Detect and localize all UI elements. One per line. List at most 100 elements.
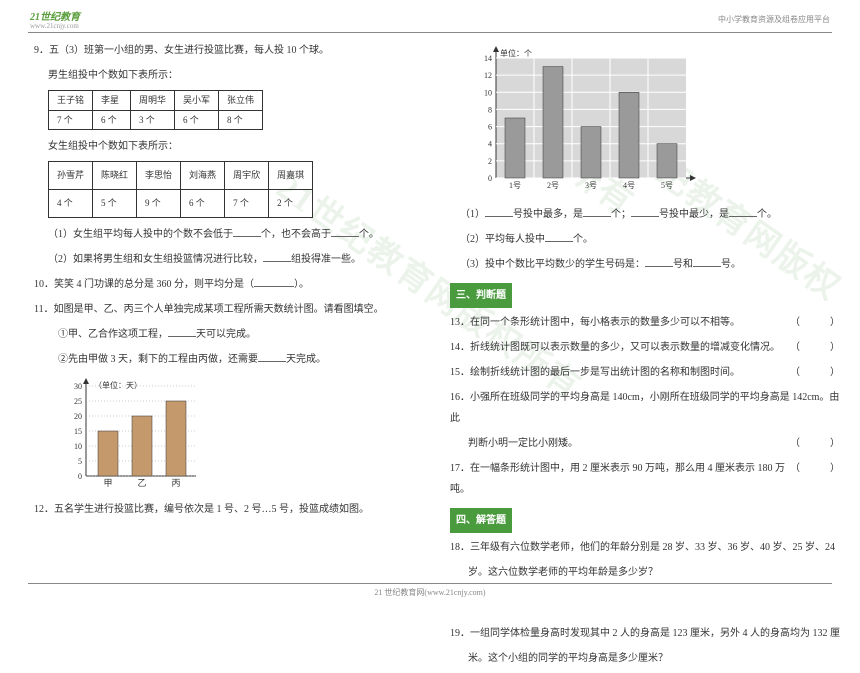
blank[interactable] xyxy=(168,327,196,337)
text: （1）女生组平均每人投中的个数不会低于 xyxy=(48,229,233,240)
r3: （3）投中个数比平均数少的学生号码是：号和号。 xyxy=(460,254,840,275)
q18b: 岁。这六位数学老师的平均年龄是多少岁？ xyxy=(468,562,840,583)
svg-text:12: 12 xyxy=(484,71,492,80)
q16: 16．小强所在班级同学的平均身高是 140cm，小刚所在班级同学的平均身高是 1… xyxy=(450,387,840,429)
cell: 周明华 xyxy=(131,91,175,111)
judge-paren[interactable]: （ ） xyxy=(790,362,840,383)
blank[interactable] xyxy=(583,207,611,217)
svg-text:乙: 乙 xyxy=(137,478,146,488)
q11-num: 11． xyxy=(34,304,54,315)
q12-num: 12． xyxy=(34,504,54,515)
q13: 13．在同一个条形统计图中，每小格表示的数量多少可以不相等。 （ ） xyxy=(450,312,840,333)
blank[interactable] xyxy=(645,257,673,267)
q-text: 判断小明一定比小刚矮。 xyxy=(468,433,578,454)
q10-num: 10． xyxy=(34,279,54,290)
text: 个，也不会高于 xyxy=(261,229,331,240)
text: 号投中最少，是 xyxy=(659,209,729,220)
cell: 7 个 xyxy=(49,110,93,130)
q10: 10．笑笑 4 门功课的总分是 360 分，则平均分是（ ）。 xyxy=(34,274,424,295)
q-text: 折线统计图既可以表示数量的多少，又可以表示数量的增减变化情况。 xyxy=(470,342,780,353)
cell: 8 个 xyxy=(219,110,263,130)
blank[interactable] xyxy=(233,227,261,237)
svg-text:4号: 4号 xyxy=(623,181,635,190)
q-num: 18． xyxy=(450,542,470,553)
text: ）。 xyxy=(294,279,309,290)
q15: 15．绘制折线统计图的最后一步是写出统计图的名称和制图时间。 （ ） xyxy=(450,362,840,383)
q12-text: 五名学生进行投篮比赛，编号依次是 1 号、2 号…5 号，投篮成绩如图。 xyxy=(54,504,369,515)
svg-text:0: 0 xyxy=(78,472,82,481)
svg-text:8: 8 xyxy=(488,105,492,114)
cell: 9 个 xyxy=(137,190,181,218)
q19b: 米。这个小组的同学的平均身高是多少厘米？ xyxy=(468,648,840,669)
blank[interactable] xyxy=(258,352,286,362)
cell: 6 个 xyxy=(175,110,219,130)
svg-text:5号: 5号 xyxy=(661,181,673,190)
svg-text:（单位：天）: （单位：天） xyxy=(94,380,142,390)
r1: （1）号投中最多，是个；号投中最少，是个。 xyxy=(460,204,840,225)
judge-paren[interactable]: （ ） xyxy=(790,458,840,500)
svg-text:3号: 3号 xyxy=(585,181,597,190)
header-right-text: 中小学教育资源及组卷应用平台 xyxy=(718,14,830,25)
blank[interactable] xyxy=(729,207,757,217)
blank[interactable] xyxy=(545,232,573,242)
svg-text:0: 0 xyxy=(488,174,492,183)
q10-text: 笑笑 4 门功课的总分是 360 分，则平均分是（ xyxy=(54,279,254,290)
q16b: 判断小明一定比小刚矮。 （ ） xyxy=(468,433,840,454)
blank[interactable] xyxy=(693,257,721,267)
cell: 6 个 xyxy=(181,190,225,218)
text: ②先由甲做 3 天，剩下的工程由丙做，还需要 xyxy=(58,354,258,365)
q9-text: 五（3）班第一小组的男、女生进行投篮比赛，每人投 10 个球。 xyxy=(49,45,329,56)
q-text: 三年级有六位数学老师，他们的年龄分别是 28 岁、33 岁、36 岁、40 岁、… xyxy=(470,542,835,553)
boys-table: 王子铭 李星 周明华 吴小军 张立伟 7 个 6 个 3 个 6 个 8 个 xyxy=(48,90,263,130)
text: 个。 xyxy=(573,234,593,245)
blank[interactable] xyxy=(331,227,359,237)
text: 个。 xyxy=(359,229,379,240)
q11-s1: ①甲、乙合作这项工程，天可以完成。 xyxy=(58,324,424,345)
judge-paren[interactable]: （ ） xyxy=(790,312,840,333)
blank[interactable] xyxy=(485,207,513,217)
svg-text:2号: 2号 xyxy=(547,181,559,190)
q-num: 16． xyxy=(450,392,470,403)
q-num: 14． xyxy=(450,342,470,353)
judge-paren[interactable]: （ ） xyxy=(790,433,840,454)
svg-text:10: 10 xyxy=(74,442,82,451)
cell: 王子铭 xyxy=(49,91,93,111)
blank[interactable] xyxy=(254,277,294,287)
left-column: 9．五（3）班第一小组的男、女生进行投篮比赛，每人投 10 个球。 男生组投中个… xyxy=(34,40,424,524)
r2: （2）平均每人投中个。 xyxy=(460,229,840,250)
blank[interactable] xyxy=(631,207,659,217)
judge-paren[interactable]: （ ） xyxy=(790,337,840,358)
text: ①甲、乙合作这项工程， xyxy=(58,329,168,340)
svg-text:甲: 甲 xyxy=(103,478,112,488)
q9-line1: 男生组投中个数如下表所示： xyxy=(48,65,424,86)
svg-text:丙: 丙 xyxy=(171,478,180,488)
girls-table: 孙雪芹 陈晓红 李思怡 刘海燕 周宇欣 周嘉琪 4 个 5 个 9 个 6 个 … xyxy=(48,161,313,218)
cell: 周宇欣 xyxy=(225,162,269,190)
section-3-header: 三、判断题 xyxy=(450,283,512,308)
table-row: 7 个 6 个 3 个 6 个 8 个 xyxy=(49,110,263,130)
q-text: 小强所在班级同学的平均身高是 140cm，小刚所在班级同学的平均身高是 142c… xyxy=(450,392,839,424)
cell: 周嘉琪 xyxy=(269,162,313,190)
text: 个。 xyxy=(757,209,777,220)
header-rule xyxy=(28,32,832,33)
cell: 6 个 xyxy=(93,110,131,130)
text: 号和 xyxy=(673,259,693,270)
q11-text: 如图是甲、乙、丙三个人单独完成某项工程所需天数统计图。请看图填空。 xyxy=(54,304,384,315)
logo: 21世纪教育 xyxy=(30,8,80,23)
right-column: 141210864201号2号3号4号5号单位：个 （1）号投中最多，是个；号投… xyxy=(450,40,840,673)
svg-text:6: 6 xyxy=(488,123,492,132)
q-text: 绘制折线统计图的最后一步是写出统计图的名称和制图时间。 xyxy=(470,367,740,378)
table-row: 4 个 5 个 9 个 6 个 7 个 2 个 xyxy=(49,190,313,218)
q17: 17．在一幅条形统计图中，用 2 厘米表示 90 万吨，那么用 4 厘米表示 1… xyxy=(450,458,840,500)
q-num: 19． xyxy=(450,628,470,639)
q12: 12．五名学生进行投篮比赛，编号依次是 1 号、2 号…5 号，投篮成绩如图。 xyxy=(34,499,424,520)
svg-text:25: 25 xyxy=(74,397,82,406)
text: 个； xyxy=(611,209,631,220)
blank[interactable] xyxy=(263,252,291,262)
q-text: 在同一个条形统计图中，每小格表示的数量多少可以不相等。 xyxy=(470,317,740,328)
svg-text:5: 5 xyxy=(78,457,82,466)
q11: 11．如图是甲、乙、丙三个人单独完成某项工程所需天数统计图。请看图填空。 xyxy=(34,299,424,320)
q-text: 一组同学体检量身高时发现其中 2 人的身高是 123 厘米，另外 4 人的身高均… xyxy=(470,628,840,639)
text: （2）如果将男生组和女生组投篮情况进行比较， xyxy=(48,254,263,265)
q-num: 17． xyxy=(450,463,470,474)
